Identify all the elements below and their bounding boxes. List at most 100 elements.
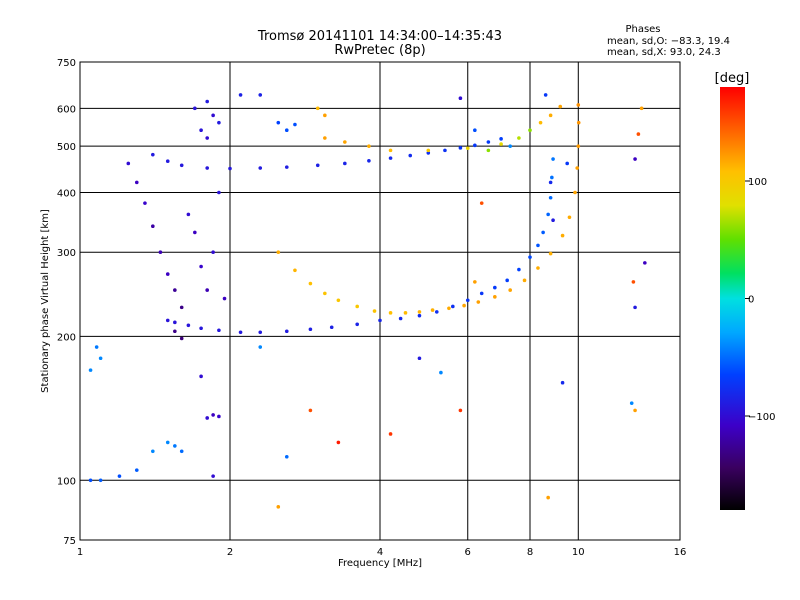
echo-point (276, 120, 281, 125)
echo-point (179, 163, 184, 168)
echo-point (222, 296, 227, 301)
echo-point (643, 261, 647, 265)
echo-point (173, 288, 177, 292)
echo-point (228, 166, 232, 171)
echo-point (173, 320, 177, 325)
echo-point (541, 230, 545, 235)
echo-point (508, 288, 512, 292)
echo-point (565, 161, 569, 166)
echo-point (126, 161, 131, 166)
echo-point (315, 163, 320, 168)
echo-point (417, 313, 422, 318)
x-tick-label: 6 (465, 547, 471, 558)
y-tick-label: 400 (57, 188, 76, 199)
echo-point (378, 318, 382, 323)
echo-point (258, 93, 263, 97)
echo-point (548, 195, 553, 200)
echo-point (211, 113, 215, 118)
colorbar-ticks: −100 0 100 (745, 177, 775, 423)
stats-extraordinary: mean, sd,X: 93.0, 24.3 (607, 47, 721, 58)
x-tick-label: 10 (572, 547, 585, 558)
echo-point (343, 161, 347, 166)
echo-point (493, 285, 497, 290)
echo-point (447, 306, 451, 311)
y-tick-label: 600 (57, 104, 76, 115)
colorbar-tick-label: 0 (748, 295, 754, 306)
echo-point (528, 255, 532, 259)
echo-point (211, 413, 215, 417)
echo-point (417, 356, 422, 361)
echo-points (88, 93, 647, 509)
echo-point (323, 291, 327, 296)
echo-point (536, 266, 540, 270)
echo-point (443, 148, 447, 153)
echo-point (179, 336, 184, 341)
echo-point (479, 291, 484, 296)
echo-point (117, 474, 122, 478)
echo-point (388, 432, 393, 436)
stats-heading: Phases (625, 24, 660, 35)
echo-point (538, 120, 543, 125)
echo-point (629, 401, 634, 405)
echo-point (165, 159, 170, 164)
echo-point (158, 250, 163, 255)
echo-point (276, 250, 281, 255)
echo-point (473, 280, 477, 284)
echo-point (151, 449, 155, 454)
echo-point (217, 328, 221, 333)
echo-point (258, 330, 263, 335)
y-tick-label: 500 (57, 142, 76, 153)
echo-point (308, 408, 313, 413)
echo-point (551, 157, 555, 161)
echo-point (173, 444, 177, 448)
echo-point (636, 132, 641, 136)
y-tick-labels: 75 100 200 300 400 500 600 750 (57, 58, 76, 547)
echo-point (88, 478, 93, 483)
echo-point (573, 190, 577, 195)
x-axis-label: Frequency [MHz] (338, 558, 422, 569)
echo-point (517, 136, 521, 140)
x-tick-label: 1 (77, 547, 83, 558)
echo-point (458, 96, 463, 100)
echo-point (546, 212, 550, 217)
y-tick-label: 300 (57, 248, 76, 259)
x-tick-label: 16 (674, 547, 687, 558)
chart-title: Tromsø 20141101 14:34:00–14:35:43 (257, 29, 502, 44)
y-tick-label: 200 (57, 332, 76, 343)
x-tick-label: 8 (527, 547, 533, 558)
colorbar-tick-label: −100 (748, 412, 775, 423)
echo-point (430, 308, 435, 312)
echo-point (499, 137, 503, 141)
echo-point (367, 158, 371, 163)
echo-point (179, 449, 184, 454)
echo-point (173, 329, 177, 334)
echo-point (343, 140, 347, 144)
echo-point (329, 325, 334, 330)
echo-point (217, 414, 221, 419)
echo-point (576, 103, 581, 107)
echo-point (560, 380, 565, 385)
echo-point (165, 272, 170, 276)
echo-point (211, 474, 215, 478)
echo-point (473, 128, 477, 132)
echo-point (238, 93, 243, 97)
echo-point (576, 144, 581, 148)
echo-point (576, 120, 581, 125)
chart-subtitle: RwPretec (8p) (334, 43, 425, 58)
echo-point (134, 180, 139, 185)
echo-point (134, 468, 139, 472)
echo-point (186, 323, 191, 328)
echo-point (323, 113, 327, 118)
echo-point (499, 142, 503, 146)
echo-point (98, 478, 103, 483)
echo-point (94, 345, 99, 349)
echo-point (186, 212, 191, 217)
echo-point (522, 278, 527, 283)
echo-point (548, 251, 553, 256)
echo-point (205, 166, 209, 170)
y-tick-label: 100 (57, 476, 76, 487)
echo-point (284, 329, 289, 334)
stats-ordinary: mean, sd,O: −83.3, 19.4 (607, 36, 730, 47)
echo-point (284, 454, 289, 459)
echo-point (551, 218, 555, 223)
